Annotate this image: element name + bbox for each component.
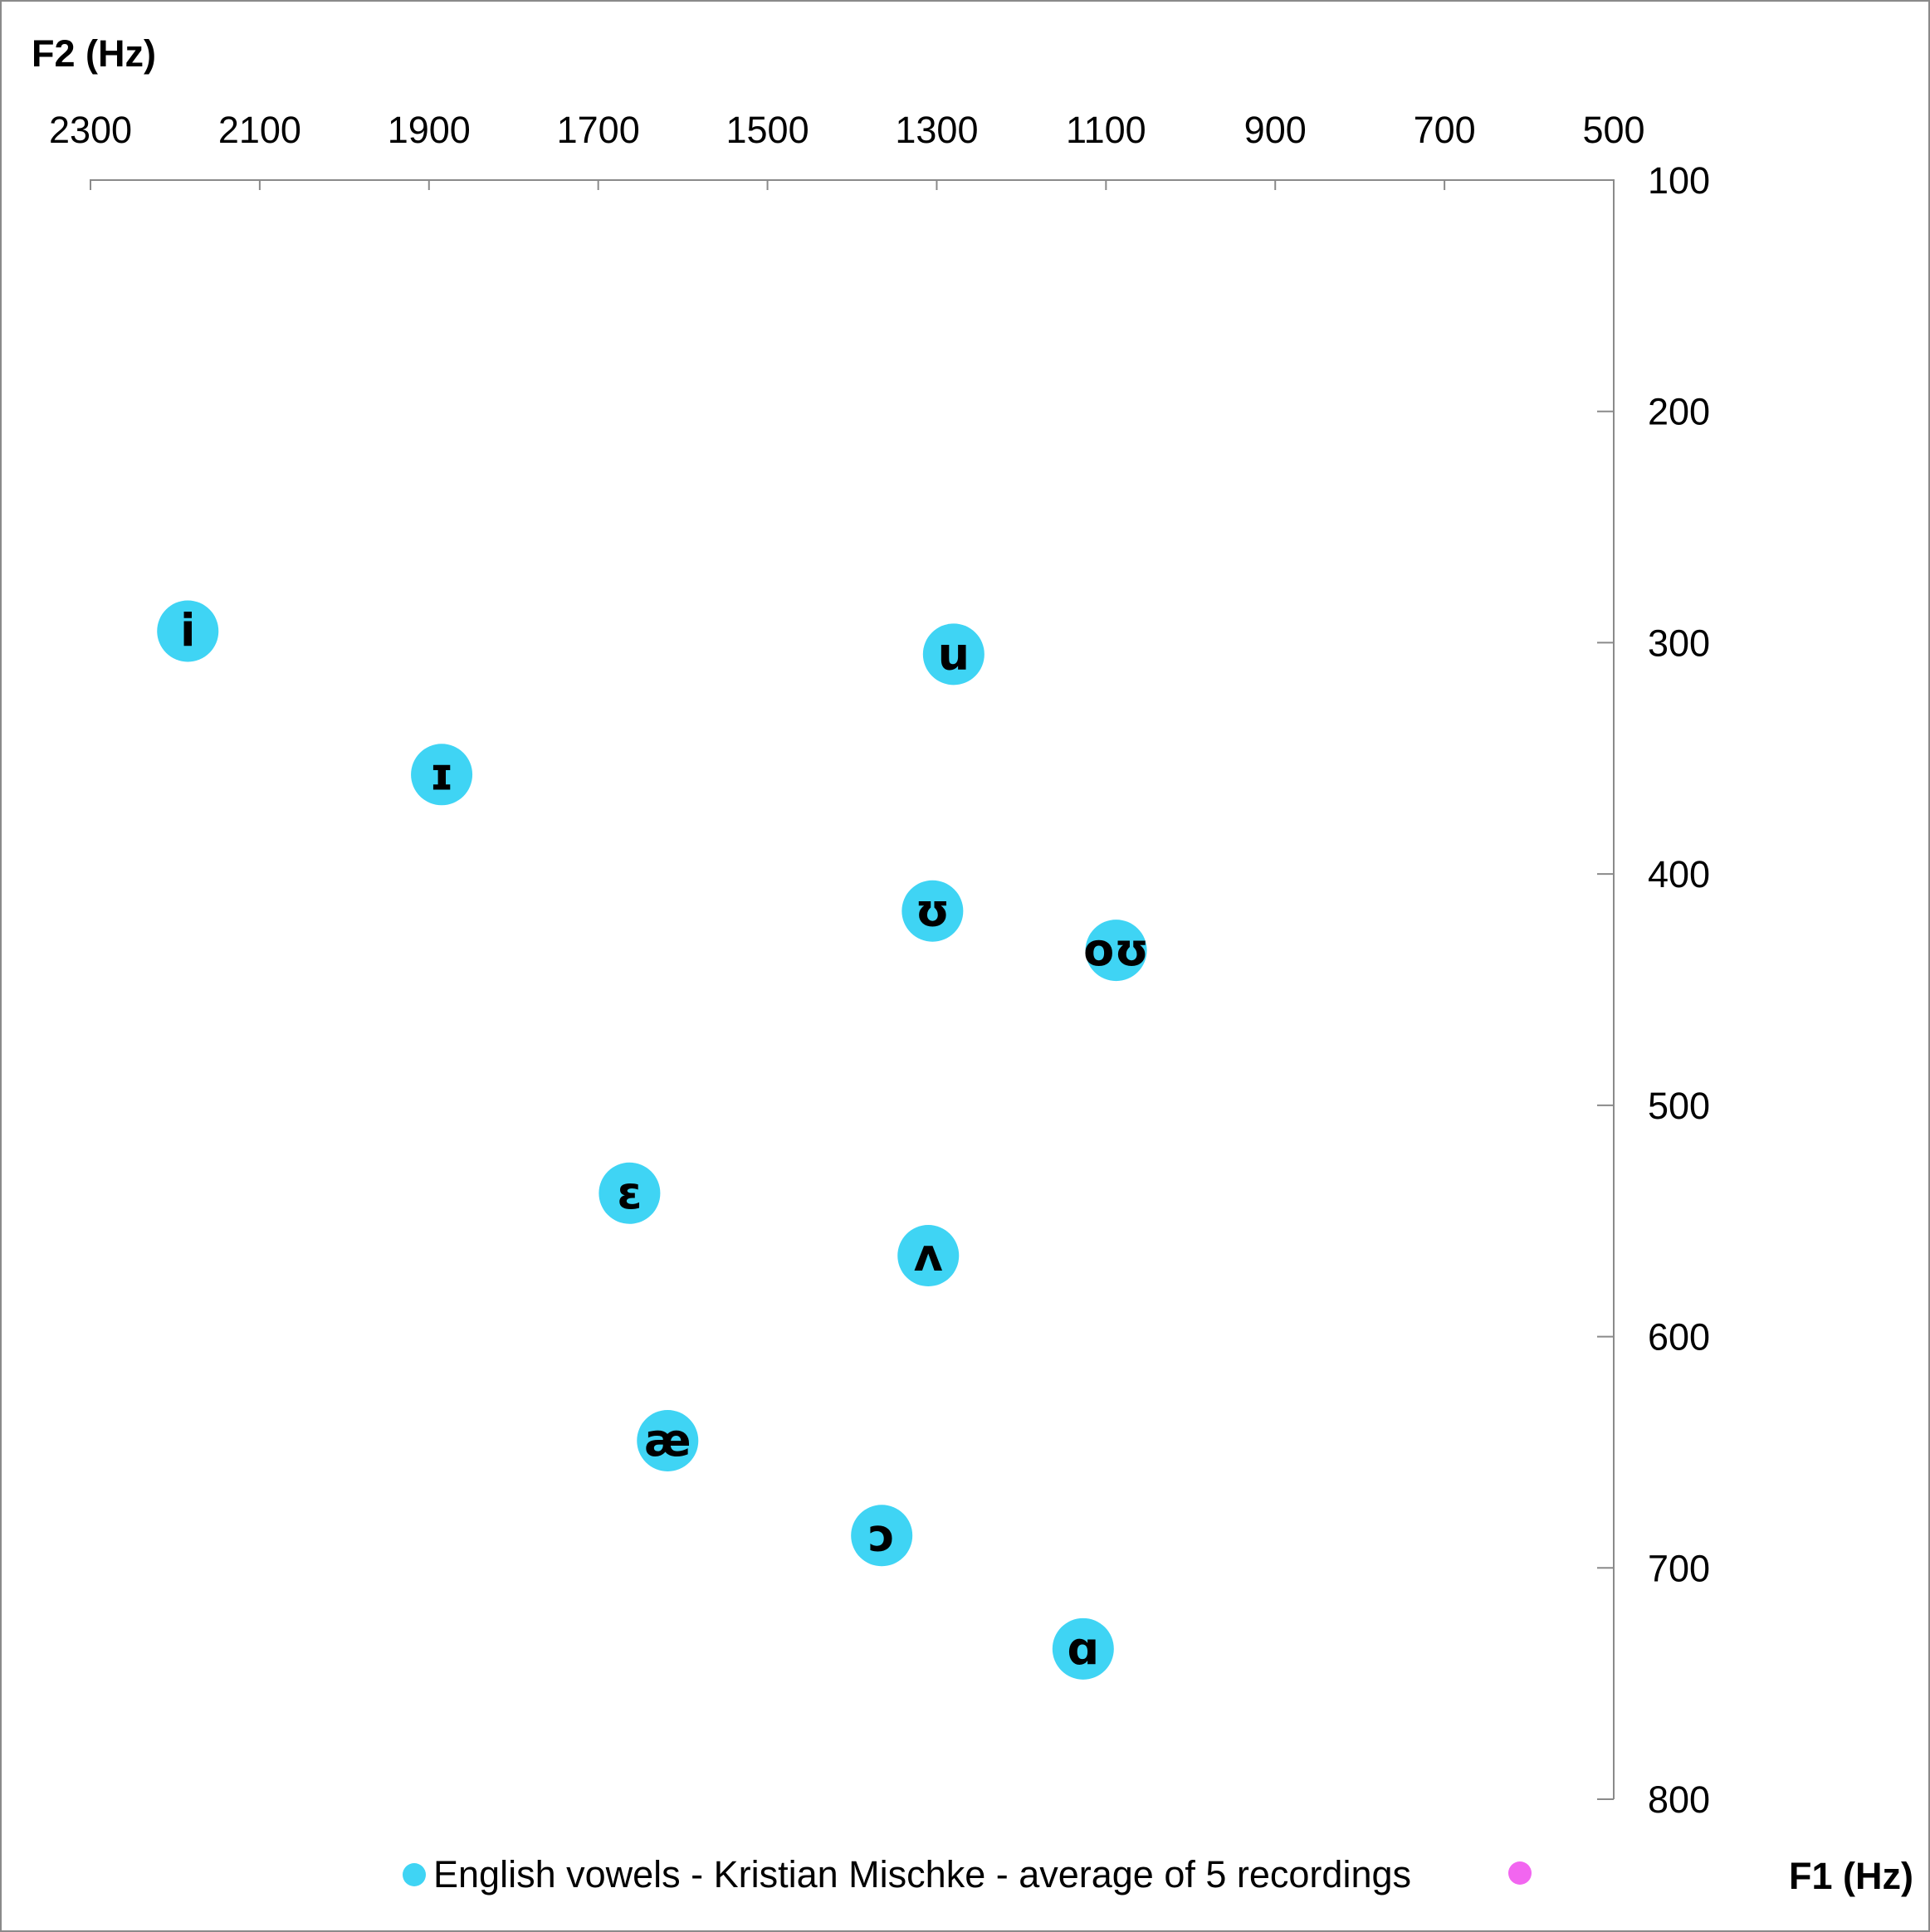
data-point-label: æ xyxy=(644,1414,691,1466)
x-tick-label: 1700 xyxy=(557,109,640,151)
x-tick-label: 1100 xyxy=(1066,109,1146,151)
y-axis: 100 200 300 400 500 600 700 800 xyxy=(1597,159,1710,1821)
data-point-label: i xyxy=(180,604,196,656)
y-axis-title: F1 (Hz) xyxy=(1789,1855,1913,1897)
legend-marker xyxy=(1508,1861,1532,1885)
data-point-label: ɑ xyxy=(1067,1622,1099,1675)
x-axis: 2300 2100 1900 1700 1500 1300 1100 900 700 500 xyxy=(49,109,1645,190)
data-point-label: ɪ xyxy=(429,748,453,800)
data-points: i u ɪ ʊ oʊ ɛ ʌ æ ɔ ɑ xyxy=(157,600,1149,1680)
x-tick-label: 700 xyxy=(1414,109,1476,151)
y-tick-label: 400 xyxy=(1648,853,1710,895)
data-point-label: ɛ xyxy=(617,1167,642,1219)
x-tick-label: 1300 xyxy=(895,109,978,151)
data-point xyxy=(851,1505,913,1567)
data-point-label: oʊ xyxy=(1083,924,1149,976)
y-tick-label: 200 xyxy=(1648,391,1710,433)
y-tick-label: 700 xyxy=(1648,1547,1710,1589)
data-point-label: ʊ xyxy=(915,885,950,937)
data-point xyxy=(599,1162,661,1224)
data-point xyxy=(637,1409,699,1471)
y-tick-label: 600 xyxy=(1648,1316,1710,1359)
data-point xyxy=(157,600,219,662)
x-tick-label: 900 xyxy=(1244,109,1307,151)
x-tick-label: 1900 xyxy=(388,109,471,151)
data-point xyxy=(922,623,985,685)
data-point xyxy=(897,1225,960,1287)
data-point xyxy=(901,880,964,942)
legend-marker xyxy=(403,1863,426,1886)
x-axis-title: F2 (Hz) xyxy=(32,32,156,75)
x-tick-label: 2300 xyxy=(49,109,132,151)
legend-label: English vowels - Kristian Mischke - aver… xyxy=(433,1853,1411,1895)
data-point-label: ɔ xyxy=(868,1509,895,1561)
x-tick-label: 500 xyxy=(1582,109,1644,151)
legend: English vowels - Kristian Mischke - aver… xyxy=(403,1853,1532,1895)
y-tick-label: 100 xyxy=(1648,159,1710,202)
data-point xyxy=(1085,920,1147,982)
data-point xyxy=(1052,1617,1114,1680)
data-point-label: u xyxy=(938,627,970,680)
data-point-label: ʌ xyxy=(914,1229,943,1281)
x-tick-label: 2100 xyxy=(218,109,301,151)
y-tick-label: 500 xyxy=(1648,1085,1710,1127)
data-point xyxy=(411,744,473,806)
y-tick-label: 300 xyxy=(1648,622,1710,664)
x-tick-label: 1500 xyxy=(726,109,809,151)
y-tick-label: 800 xyxy=(1648,1778,1710,1821)
